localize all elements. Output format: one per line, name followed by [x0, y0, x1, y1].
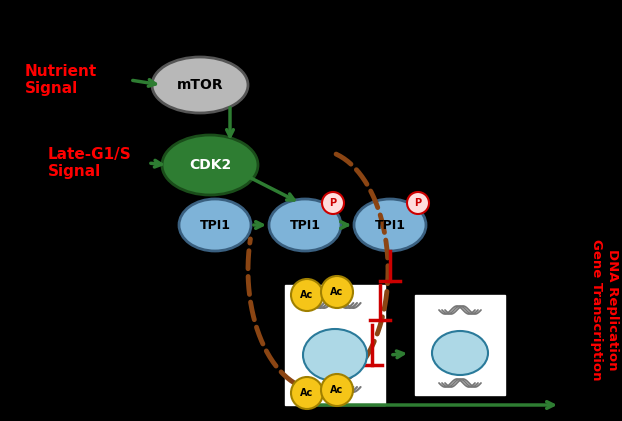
Circle shape	[322, 192, 344, 214]
Bar	[285, 285, 385, 405]
Bar	[415, 295, 505, 395]
Text: CDK2: CDK2	[189, 158, 231, 172]
Ellipse shape	[162, 135, 258, 195]
Text: DNA Replication
Gene Transcription: DNA Replication Gene Transcription	[590, 239, 620, 381]
Text: TPI1: TPI1	[200, 218, 231, 232]
Text: P: P	[330, 198, 337, 208]
Text: Ac: Ac	[300, 290, 313, 300]
Circle shape	[321, 276, 353, 308]
Ellipse shape	[303, 329, 367, 381]
Circle shape	[291, 377, 323, 409]
Circle shape	[291, 279, 323, 311]
Ellipse shape	[354, 199, 426, 251]
Circle shape	[407, 192, 429, 214]
Text: Ac: Ac	[300, 388, 313, 398]
Ellipse shape	[179, 199, 251, 251]
Text: TPI1: TPI1	[374, 218, 406, 232]
Text: TPI1: TPI1	[289, 218, 320, 232]
Text: P: P	[414, 198, 422, 208]
Text: Ac: Ac	[330, 287, 343, 297]
Ellipse shape	[269, 199, 341, 251]
Text: mTOR: mTOR	[177, 78, 223, 92]
Ellipse shape	[432, 331, 488, 375]
Text: Nutrient
Signal: Nutrient Signal	[25, 64, 97, 96]
Text: Ac: Ac	[330, 385, 343, 395]
Text: Late-G1/S
Signal: Late-G1/S Signal	[48, 147, 132, 179]
Circle shape	[321, 374, 353, 406]
Ellipse shape	[152, 57, 248, 113]
